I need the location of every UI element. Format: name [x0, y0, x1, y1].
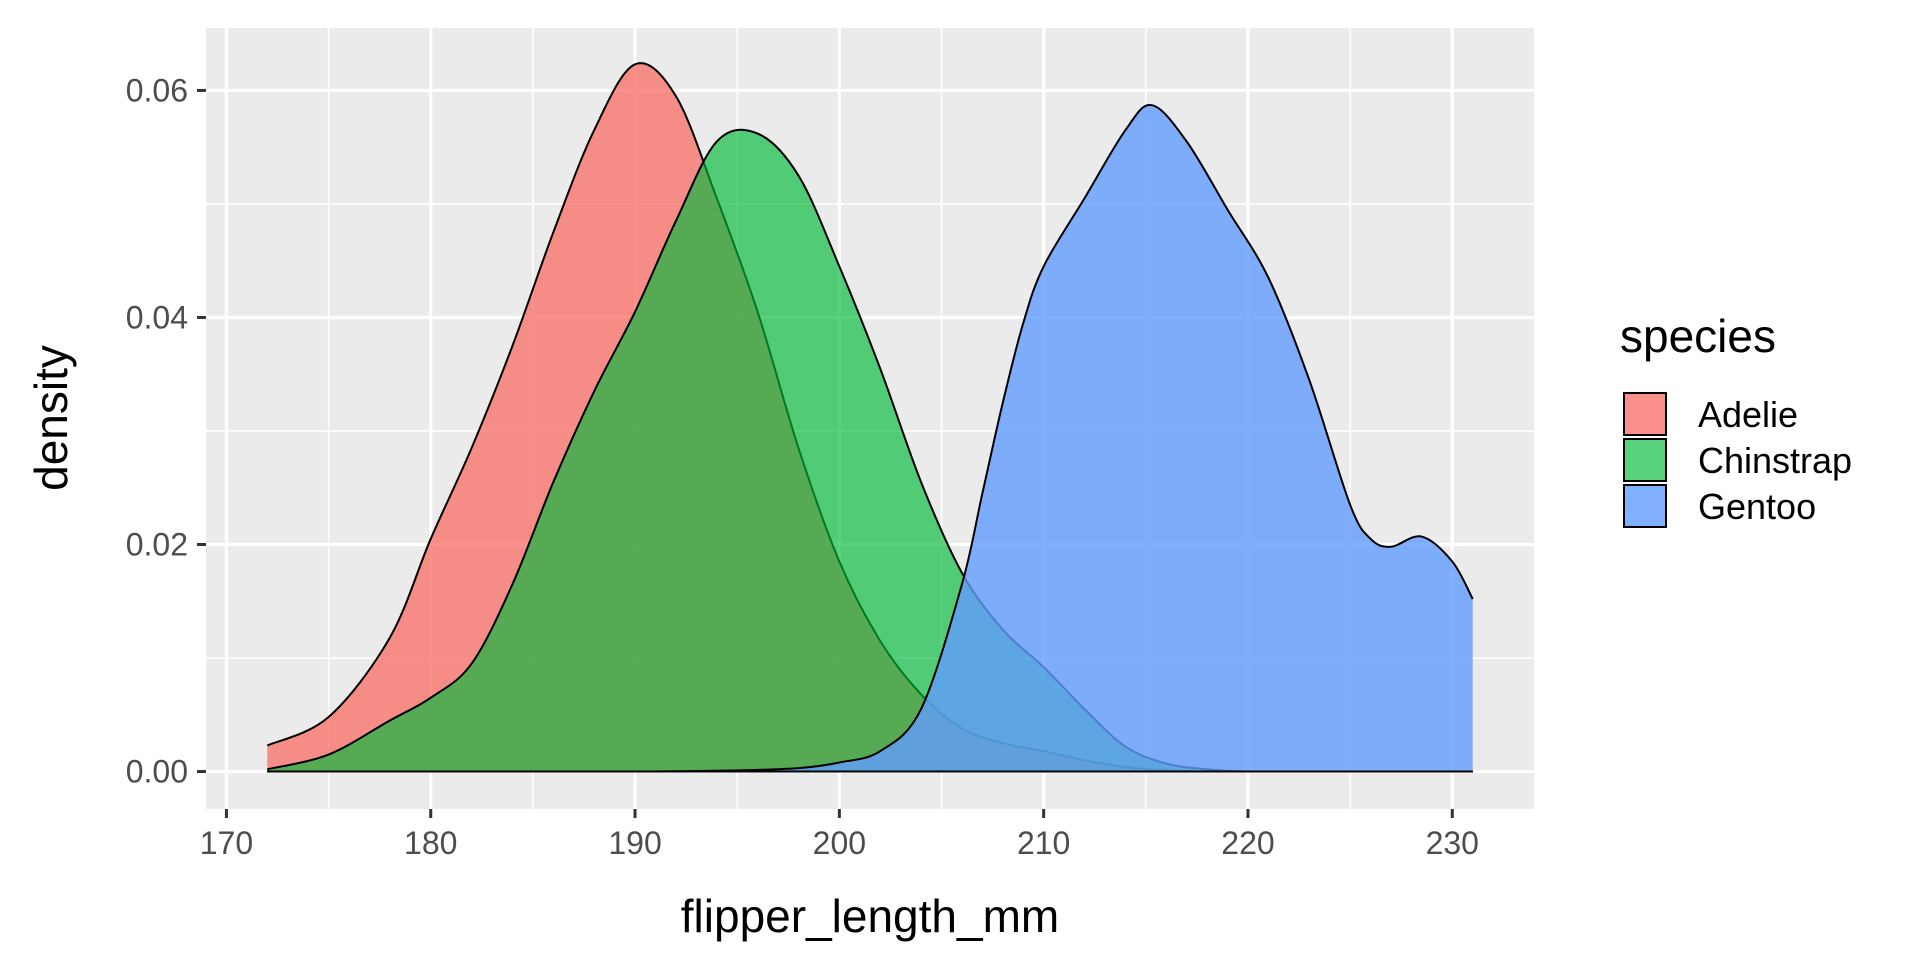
- legend-label-chinstrap: Chinstrap: [1698, 440, 1852, 481]
- legend: species Adelie Chinstrap Gentoo: [1620, 310, 1852, 528]
- density-curve-gentoo: [267, 104, 1474, 773]
- density-area-chinstrap: [267, 129, 1473, 772]
- x-axis-title: flipper_length_mm: [681, 890, 1059, 942]
- x-tick-label: 210: [1017, 825, 1070, 861]
- x-tick-label: 200: [813, 825, 866, 861]
- y-axis-title: density: [25, 345, 77, 491]
- x-axis: 170 180 190 200 210 220 230: [200, 809, 1479, 861]
- legend-label-adelie: Adelie: [1698, 394, 1798, 435]
- x-tick-label: 220: [1221, 825, 1274, 861]
- density-area-gentoo: [267, 104, 1473, 772]
- legend-key-chinstrap: [1623, 438, 1667, 482]
- y-tick-label: 0.04: [126, 299, 188, 335]
- x-tick-label: 190: [608, 825, 661, 861]
- legend-key-adelie: [1623, 392, 1667, 436]
- density-areas: [266, 62, 1474, 773]
- legend-title: species: [1620, 310, 1776, 362]
- x-tick-label: 230: [1426, 825, 1479, 861]
- legend-label-gentoo: Gentoo: [1698, 486, 1816, 527]
- y-axis: 0.00 0.02 0.04 0.06: [126, 72, 206, 790]
- x-tick-label: 170: [200, 825, 253, 861]
- x-tick-label: 180: [404, 825, 457, 861]
- legend-key-gentoo: [1623, 484, 1667, 528]
- y-tick-label: 0.00: [126, 754, 188, 790]
- y-tick-label: 0.02: [126, 527, 188, 563]
- series-gentoo: [267, 104, 1474, 773]
- y-tick-label: 0.06: [126, 72, 188, 108]
